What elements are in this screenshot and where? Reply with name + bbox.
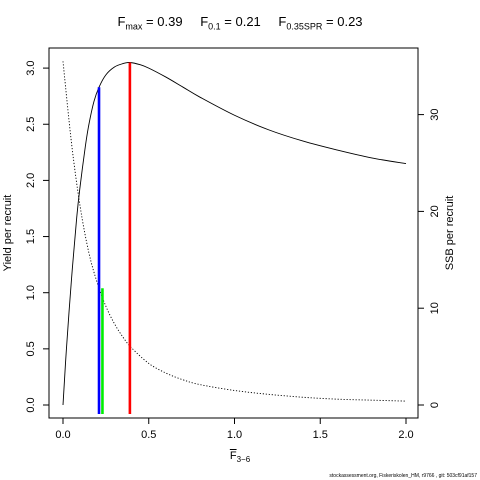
x-tick-label: 1.5 [313, 429, 328, 441]
y-right-tick-label: 10 [429, 302, 441, 314]
plot-frame [48, 47, 419, 419]
y-left-tick-label: 2.0 [25, 173, 37, 188]
fmax-label: Fmax = 0.39 [117, 14, 183, 32]
x-tick-label: 0.0 [55, 429, 70, 441]
x-tick-label: 2.0 [398, 429, 413, 441]
x-tick-label: 0.5 [141, 429, 156, 441]
y-right-tick-label: 0 [429, 402, 441, 408]
y-left-tick-label: 1.5 [25, 229, 37, 244]
y-right-tick-label: 30 [429, 108, 441, 120]
y-right-axis-label: SSB per recruit [444, 196, 456, 271]
chart-title: Fmax = 0.39 F0.1 = 0.21 F0.35SPR = 0.23 [0, 14, 480, 32]
y-right-tick-label: 20 [429, 205, 441, 217]
y-left-tick-label: 0.5 [25, 341, 37, 356]
footer-credit: stockassessment.org, Fiskeriskolen_HM, r… [329, 473, 477, 479]
y-left-axis-label: Yield per recruit [2, 195, 14, 272]
y-left-tick-label: 3.0 [25, 60, 37, 75]
y-left-tick-label: 2.5 [25, 117, 37, 132]
y-left-tick-label: 1.0 [25, 285, 37, 300]
f01-label: F0.1 = 0.21 [200, 14, 261, 32]
x-axis-label: F3−6 [229, 450, 251, 465]
fspr-label: F0.35SPR = 0.23 [278, 14, 363, 32]
x-tick-label: 1.0 [227, 429, 242, 441]
y-left-tick-label: 0.0 [25, 397, 37, 412]
yield-per-recruit-line [62, 62, 407, 406]
ssb-per-recruit-line [62, 61, 407, 402]
